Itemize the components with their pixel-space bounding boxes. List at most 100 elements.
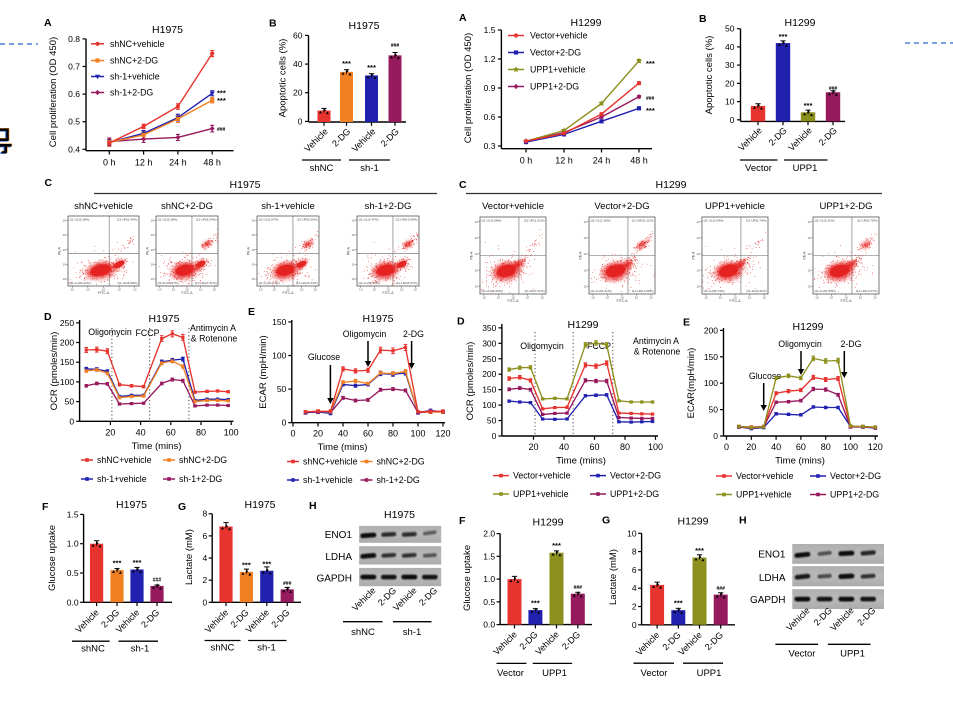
svg-text:0 h: 0 h (520, 156, 533, 166)
svg-text:0.4: 0.4 (68, 144, 80, 154)
svg-text:Q1-LR(6.38%): Q1-LR(6.38%) (118, 281, 138, 285)
svg-text:UPP1+2-DG: UPP1+2-DG (610, 489, 659, 499)
svg-text:Q1-UR(13.99%): Q1-UR(13.99%) (395, 218, 417, 222)
svg-text:10: 10 (251, 248, 255, 252)
svg-text:shNC+2-DG: shNC+2-DG (110, 56, 158, 66)
svg-text:10: 10 (474, 285, 478, 289)
svg-text:10: 10 (807, 236, 811, 240)
svg-text:Cell proliferation (OD 450): Cell proliferation (OD 450) (48, 37, 59, 147)
svg-text:10: 10 (62, 277, 66, 281)
svg-text:UPP1: UPP1 (542, 668, 567, 679)
svg-text:Q1-UR(1.01%): Q1-UR(1.01%) (524, 219, 544, 223)
svg-text:H1299: H1299 (571, 17, 602, 29)
svg-text:sh-1: sh-1 (131, 644, 149, 655)
svg-text:10: 10 (696, 268, 700, 272)
svg-text:H1975: H1975 (152, 24, 183, 36)
svg-text:0: 0 (492, 431, 497, 441)
svg-text:10: 10 (86, 288, 90, 292)
svg-text:0: 0 (290, 429, 295, 439)
svg-text:Glucose: Glucose (749, 371, 781, 381)
svg-text:200: 200 (60, 338, 74, 348)
svg-text:***: *** (262, 559, 271, 568)
svg-text:10: 10 (511, 296, 515, 300)
svg-text:###: ### (829, 86, 838, 92)
svg-text:100: 100 (224, 427, 239, 437)
svg-text:0.0: 0.0 (483, 620, 495, 630)
svg-text:UPP1+2-DG: UPP1+2-DG (819, 201, 872, 212)
svg-text:Q1-UR(1.46%): Q1-UR(1.46%) (117, 218, 137, 222)
svg-text:10: 10 (807, 252, 811, 256)
svg-text:0: 0 (282, 418, 287, 428)
svg-text:10: 10 (474, 220, 478, 224)
svg-text:Q1-UL(3.38%): Q1-UL(3.38%) (70, 218, 90, 222)
svg-text:0: 0 (69, 416, 74, 426)
svg-text:& Rotenone: & Rotenone (191, 334, 238, 344)
svg-text:Time (mins): Time (mins) (318, 442, 368, 453)
svg-text:Oligomycin: Oligomycin (343, 329, 387, 339)
svg-text:shNC: shNC (211, 643, 235, 654)
svg-text:ENO1: ENO1 (758, 550, 786, 561)
svg-text:Q1-UL(3.04%): Q1-UL(3.04%) (704, 219, 724, 223)
svg-text:Q1-UR(0.79%): Q1-UR(0.79%) (746, 219, 766, 223)
svg-text:Glucose uptake: Glucose uptake (462, 545, 473, 611)
svg-text:###: ### (283, 581, 292, 587)
svg-text:150: 150 (704, 352, 718, 362)
svg-text:100: 100 (272, 351, 286, 361)
svg-text:FITC-A: FITC-A (383, 291, 395, 295)
svg-text:sh-1+vehicle: sh-1+vehicle (303, 475, 353, 485)
svg-text:80: 80 (620, 442, 630, 452)
svg-text:OCR (pmoles/min): OCR (pmoles/min) (49, 332, 60, 411)
svg-text:10: 10 (620, 296, 624, 300)
svg-text:Q1-UL(3.08%): Q1-UL(3.08%) (482, 219, 502, 223)
svg-text:10: 10 (815, 296, 819, 300)
svg-text:12 h: 12 h (555, 156, 573, 166)
svg-text:10: 10 (373, 288, 377, 292)
svg-text:2-DG: 2-DG (840, 339, 861, 349)
svg-text:Time (mins): Time (mins) (132, 441, 182, 452)
svg-text:UPP1+2-DG: UPP1+2-DG (530, 82, 579, 92)
svg-text:H1975: H1975 (149, 313, 180, 325)
svg-text:Apoptotic cells (%): Apoptotic cells (%) (704, 36, 715, 115)
svg-text:Q1-UL(3.21%): Q1-UL(3.21%) (815, 219, 835, 223)
svg-text:80: 80 (821, 442, 831, 452)
svg-text:10: 10 (150, 233, 154, 237)
svg-text:10: 10 (62, 233, 66, 237)
svg-text:10: 10 (635, 296, 639, 300)
svg-text:GAPDH: GAPDH (316, 574, 352, 585)
svg-text:FITC-A: FITC-A (730, 299, 742, 303)
svg-text:8: 8 (632, 547, 637, 557)
svg-text:10: 10 (150, 277, 154, 281)
svg-text:C: C (45, 177, 53, 189)
svg-text:48 h: 48 h (203, 158, 221, 168)
svg-text:0.6: 0.6 (484, 112, 496, 122)
svg-text:10: 10 (807, 285, 811, 289)
svg-text:0: 0 (724, 442, 729, 452)
svg-text:100: 100 (60, 377, 74, 387)
svg-text:10: 10 (102, 288, 106, 292)
svg-text:Glucose uptake: Glucose uptake (47, 525, 58, 591)
svg-text:Q1-LR(23.44%): Q1-LR(23.44%) (296, 281, 318, 285)
svg-text:Vector: Vector (789, 649, 816, 660)
svg-text:0.9: 0.9 (484, 83, 496, 93)
svg-text:0.7: 0.7 (68, 62, 80, 72)
svg-text:10: 10 (273, 288, 277, 292)
svg-text:60: 60 (589, 442, 599, 452)
svg-text:8: 8 (202, 509, 207, 519)
svg-text:Vector+vehicle: Vector+vehicle (530, 31, 588, 41)
svg-text:10: 10 (725, 97, 735, 107)
svg-text:10: 10 (807, 220, 811, 224)
svg-text:10: 10 (859, 296, 863, 300)
svg-text:***: *** (367, 63, 376, 72)
svg-text:10: 10 (733, 296, 737, 300)
svg-text:Q1-LR(12.98%): Q1-LR(12.98%) (632, 289, 654, 293)
svg-text:2: 2 (632, 602, 637, 612)
svg-text:48 h: 48 h (630, 156, 648, 166)
svg-text:10: 10 (62, 248, 66, 252)
svg-text:sh-1+vehicle: sh-1+vehicle (97, 474, 147, 484)
svg-text:10: 10 (351, 263, 355, 267)
svg-text:10: 10 (762, 296, 766, 300)
svg-text:C: C (459, 179, 467, 191)
svg-text:H: H (309, 500, 317, 512)
svg-text:40: 40 (725, 42, 735, 52)
svg-text:FITC-A: FITC-A (182, 291, 194, 295)
